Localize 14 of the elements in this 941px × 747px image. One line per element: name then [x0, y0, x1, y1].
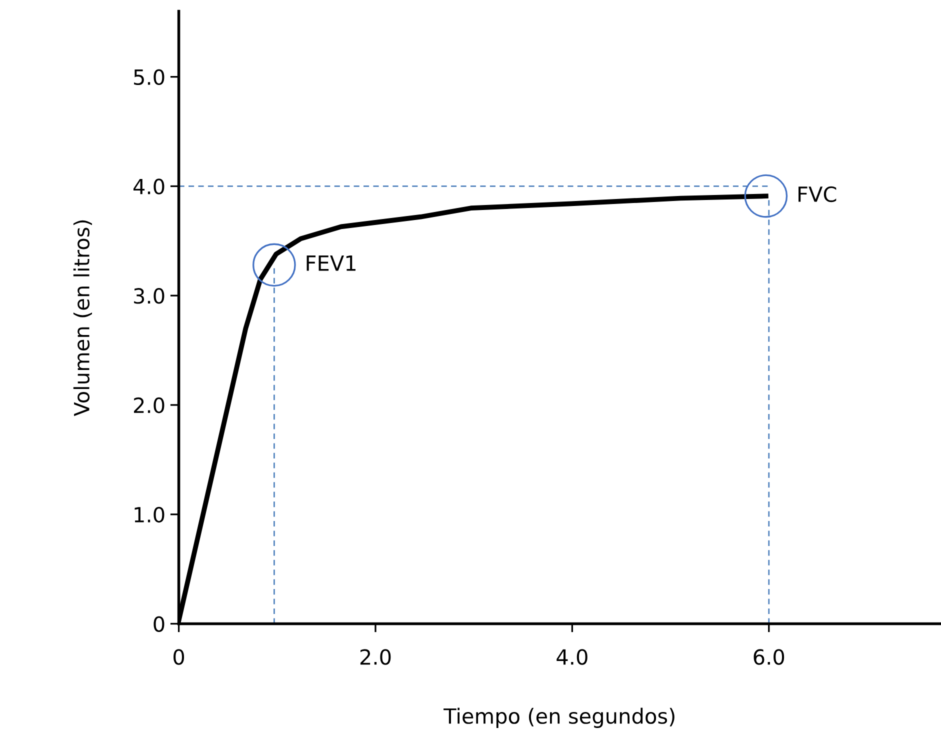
y-tick-label: 1.0	[134, 506, 164, 523]
x-tick-label: 4.0	[556, 649, 588, 665]
annotation: FVC	[798, 186, 836, 202]
y-tick-label: 2.0	[134, 397, 164, 414]
y-axis-title: Volumen (en litros)	[73, 220, 92, 416]
x-axis-title: Tiempo (en segundos)	[444, 708, 674, 728]
y-tick-label: 3.0	[134, 288, 164, 304]
x-tick-label: 6.0	[754, 649, 784, 665]
y-tick-label: 0	[154, 616, 164, 632]
annotation: FEV1	[306, 256, 356, 271]
x-tick-label: 2.0	[360, 649, 391, 665]
y-tick-label: 5.0	[134, 69, 164, 86]
y-tick-label: 4.0	[133, 178, 164, 194]
x-tick-label: 0	[174, 649, 184, 665]
